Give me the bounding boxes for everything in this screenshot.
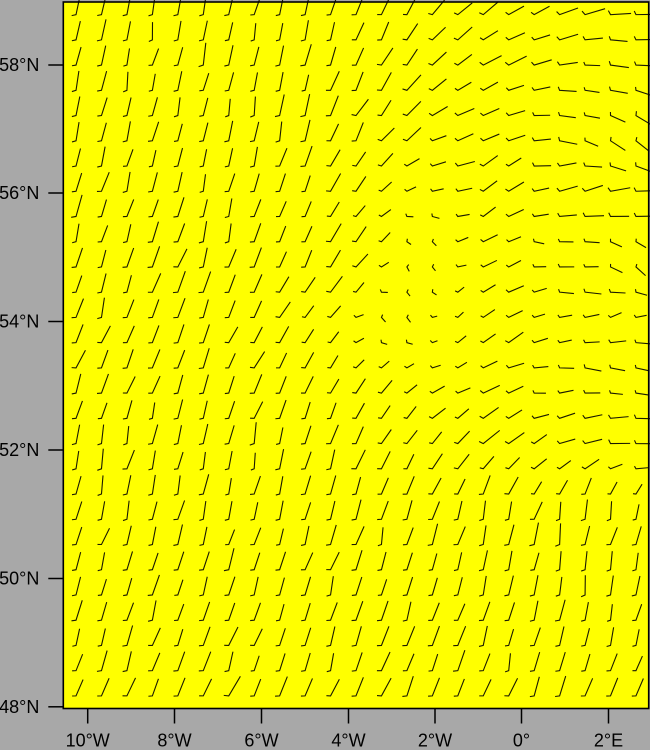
svg-text:10°W: 10°W xyxy=(66,731,110,750)
svg-text:54°N: 54°N xyxy=(0,312,39,332)
svg-text:8°W: 8°W xyxy=(157,731,191,750)
svg-text:48°N: 48°N xyxy=(0,697,39,717)
svg-text:52°N: 52°N xyxy=(0,440,39,460)
svg-text:0°: 0° xyxy=(513,731,530,750)
svg-text:2°E: 2°E xyxy=(594,731,623,750)
svg-text:4°W: 4°W xyxy=(331,731,365,750)
svg-text:56°N: 56°N xyxy=(0,183,39,203)
svg-text:2°W: 2°W xyxy=(418,731,452,750)
svg-text:50°N: 50°N xyxy=(0,569,39,589)
svg-text:6°W: 6°W xyxy=(244,731,278,750)
svg-text:58°N: 58°N xyxy=(0,55,39,75)
